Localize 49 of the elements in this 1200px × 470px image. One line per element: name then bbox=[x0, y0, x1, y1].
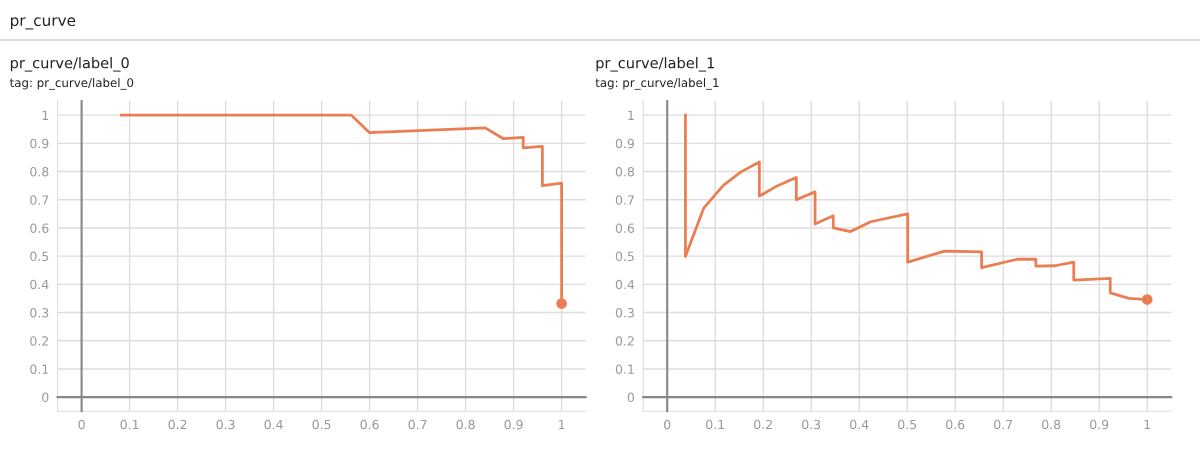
x-tick-label: 1 bbox=[559, 419, 565, 430]
x-tick-label: 0.5 bbox=[312, 419, 331, 430]
x-tick-label: 0.7 bbox=[994, 419, 1013, 430]
x-tick-label: 0.3 bbox=[216, 419, 235, 430]
chart-title: pr_curve/label_0 bbox=[10, 57, 129, 72]
y-tick-label: 0.5 bbox=[30, 251, 49, 262]
y-tick-label: 0.8 bbox=[615, 167, 635, 177]
x-tick-label: 0.2 bbox=[168, 419, 187, 430]
y-tick-label: 0.4 bbox=[615, 279, 635, 290]
x-tick-label: 0.3 bbox=[802, 419, 821, 430]
x-tick-label: 0.1 bbox=[120, 419, 139, 430]
x-tick-label: 0 bbox=[78, 419, 85, 430]
x-tick-label: 0.9 bbox=[1090, 419, 1109, 430]
y-tick-label: 0.7 bbox=[615, 195, 634, 205]
x-tick-label: 0.6 bbox=[360, 419, 379, 430]
x-tick-label: 0.4 bbox=[850, 419, 869, 430]
y-tick-label: 0.6 bbox=[30, 223, 49, 233]
y-tick-label: 0.9 bbox=[615, 138, 634, 149]
y-tick-label: 1 bbox=[42, 110, 49, 120]
y-tick-label: 0.6 bbox=[615, 223, 635, 233]
y-tick-label: 1 bbox=[628, 110, 634, 120]
chart-subtitle: tag: pr_curve/label_1 bbox=[595, 77, 719, 90]
y-tick-label: 0.5 bbox=[615, 251, 634, 262]
y-tick-label: 0 bbox=[42, 392, 49, 403]
x-tick-label: 0.9 bbox=[504, 419, 523, 430]
y-tick-label: 0.8 bbox=[30, 167, 49, 177]
y-tick-label: 0.2 bbox=[30, 336, 49, 346]
y-tick-label: 0 bbox=[627, 392, 635, 403]
y-tick-label: 0.7 bbox=[30, 195, 49, 205]
chart-subtitle: tag: pr_curve/label_0 bbox=[9, 77, 134, 90]
y-tick-label: 0.9 bbox=[30, 138, 49, 149]
x-tick-label: 0 bbox=[664, 419, 671, 430]
chart-title: pr_curve/label_1 bbox=[596, 57, 715, 72]
y-tick-label: 0.3 bbox=[615, 308, 634, 318]
x-tick-label: 0.1 bbox=[706, 419, 724, 430]
x-tick-label: 0.4 bbox=[264, 419, 283, 430]
x-tick-label: 0.8 bbox=[456, 419, 475, 430]
y-tick-label: 0.1 bbox=[615, 364, 634, 374]
y-tick-label: 0.4 bbox=[30, 279, 49, 290]
x-tick-label: 0.7 bbox=[408, 419, 427, 430]
x-tick-label: 0.2 bbox=[754, 419, 772, 430]
text: pr_curve bbox=[10, 17, 76, 30]
y-tick-label: 0.3 bbox=[30, 308, 49, 318]
x-tick-label: 0.8 bbox=[1042, 419, 1061, 430]
x-tick-label: 0.5 bbox=[898, 419, 917, 430]
x-tick-label: 1 bbox=[1144, 419, 1151, 430]
y-tick-label: 0.1 bbox=[30, 364, 49, 374]
x-tick-label: 0.6 bbox=[946, 419, 965, 430]
y-tick-label: 0.2 bbox=[615, 336, 634, 346]
